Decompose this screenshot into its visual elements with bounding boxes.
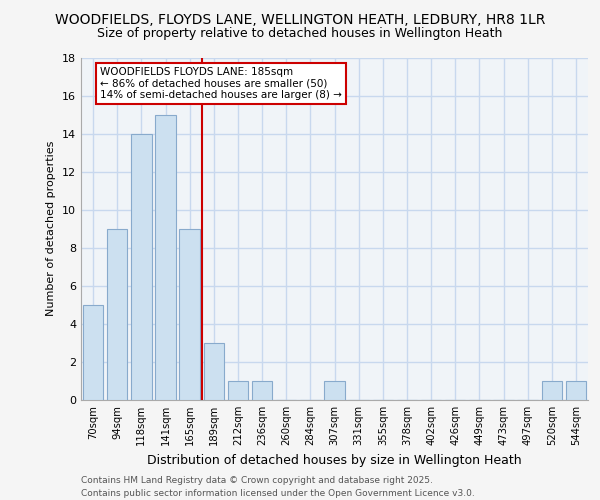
X-axis label: Distribution of detached houses by size in Wellington Heath: Distribution of detached houses by size …	[147, 454, 522, 466]
Bar	[179, 229, 200, 400]
Text: Size of property relative to detached houses in Wellington Heath: Size of property relative to detached ho…	[97, 28, 503, 40]
Bar	[203, 343, 224, 400]
Bar	[107, 229, 127, 400]
Bar	[83, 305, 103, 400]
Text: Contains public sector information licensed under the Open Government Licence v3: Contains public sector information licen…	[81, 489, 475, 498]
Bar	[542, 381, 562, 400]
Text: WOODFIELDS FLOYDS LANE: 185sqm
← 86% of detached houses are smaller (50)
14% of : WOODFIELDS FLOYDS LANE: 185sqm ← 86% of …	[100, 67, 342, 100]
Bar	[566, 381, 586, 400]
Bar	[227, 381, 248, 400]
Bar	[131, 134, 152, 400]
Text: Contains HM Land Registry data © Crown copyright and database right 2025.: Contains HM Land Registry data © Crown c…	[81, 476, 433, 485]
Bar	[252, 381, 272, 400]
Y-axis label: Number of detached properties: Number of detached properties	[46, 141, 56, 316]
Bar	[324, 381, 345, 400]
Bar	[155, 114, 176, 400]
Text: WOODFIELDS, FLOYDS LANE, WELLINGTON HEATH, LEDBURY, HR8 1LR: WOODFIELDS, FLOYDS LANE, WELLINGTON HEAT…	[55, 12, 545, 26]
